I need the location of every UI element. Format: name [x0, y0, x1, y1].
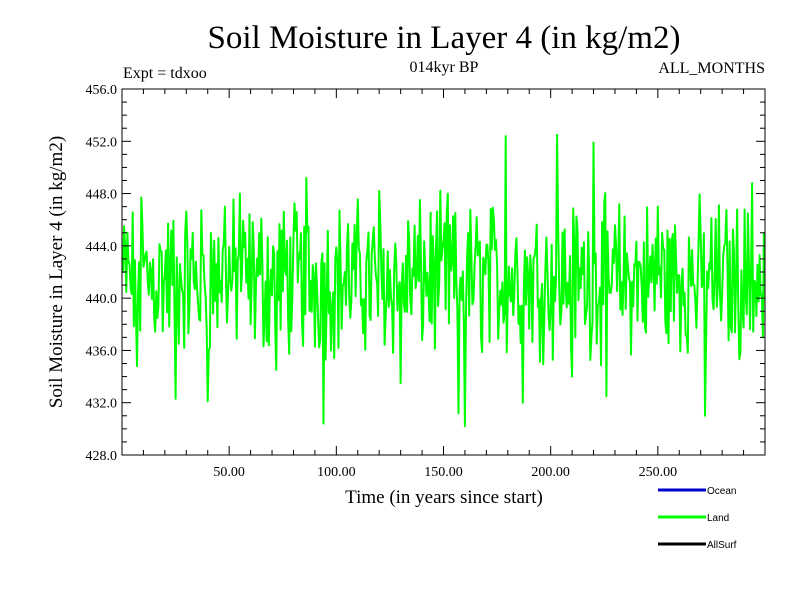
legend-label-land: Land: [707, 513, 729, 524]
y-tick-label: 448.0: [86, 188, 118, 203]
y-tick-label: 456.0: [86, 83, 118, 98]
y-tick-label: 444.0: [86, 240, 118, 255]
plot-series: [122, 133, 765, 428]
legend-label-ocean: Ocean: [707, 486, 736, 497]
left-note: Expt = tdxoo: [123, 65, 207, 82]
series-land-line: [122, 133, 765, 428]
right-note: ALL_MONTHS: [658, 60, 765, 77]
chart-title: Soil Moisture in Layer 4 (in kg/m2): [208, 20, 681, 56]
x-tick-label: 250.00: [639, 465, 678, 480]
y-tick-label: 432.0: [86, 397, 118, 412]
y-axis: 428.0 432.0 436.0 440.0 444.0 448.0 452.0 456.0: [86, 83, 765, 464]
legend: Ocean Land AllSurf: [658, 486, 737, 551]
x-tick-label: 150.00: [424, 465, 463, 480]
x-axis-label: Time (in years since start): [345, 487, 543, 508]
x-axis: 50.00 100.00 150.00 200.00 250.00: [142, 89, 745, 480]
x-tick-label: 100.00: [317, 465, 356, 480]
legend-label-allsurf: AllSurf: [707, 540, 737, 551]
y-tick-label: 440.0: [86, 292, 118, 307]
x-tick-label: 50.00: [213, 465, 245, 480]
y-tick-label: 436.0: [86, 344, 118, 359]
y-tick-label: 452.0: [86, 135, 118, 150]
y-tick-label: 428.0: [86, 449, 118, 464]
subtitle: 014kyr BP: [410, 59, 479, 76]
x-tick-label: 200.00: [531, 465, 570, 480]
y-axis-label: Soil Moisture in Layer 4 (in kg/m2): [46, 136, 67, 408]
